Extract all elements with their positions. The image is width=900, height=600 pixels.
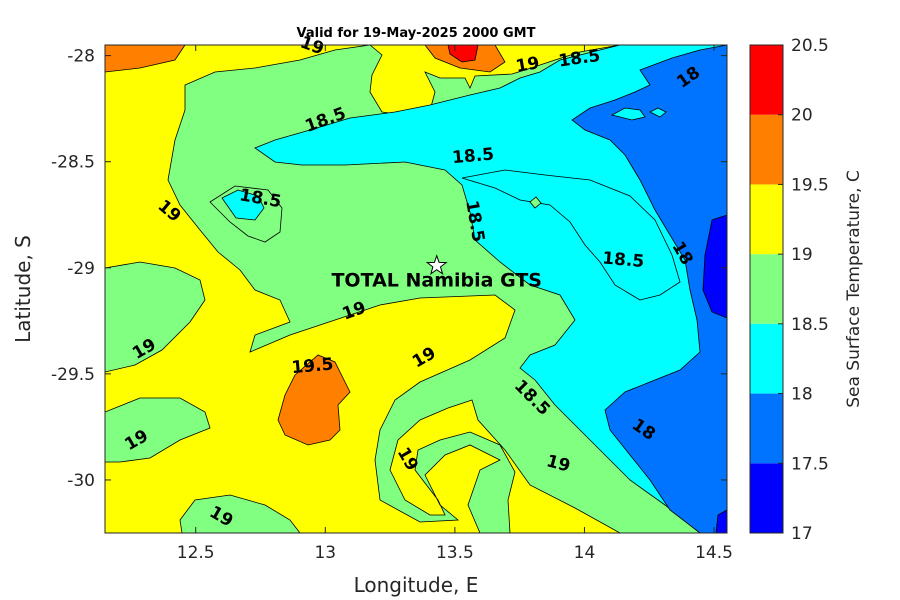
y-tick-label: -29	[67, 259, 95, 279]
colorbar-tick-label: 20.5	[791, 36, 829, 56]
sst-band-19.5-20-center	[277, 354, 351, 446]
colorbar-tick-label: 19	[791, 245, 813, 265]
colorbar-segment	[750, 463, 783, 533]
x-tick-label: 14	[574, 543, 596, 563]
sst-band-18.5-19-spot	[529, 196, 542, 209]
y-tick-label: -30	[67, 471, 95, 491]
star-icon	[425, 254, 448, 276]
colorbar-segment	[750, 393, 783, 464]
x-tick-label: 12.5	[177, 543, 215, 563]
y-tick-label: -29.5	[51, 365, 95, 385]
sst-band-17-17.5-southeast	[715, 509, 727, 533]
colorbar-segment	[750, 184, 783, 255]
y-tick-label: -28	[67, 47, 95, 67]
sst-band-17.5-18	[571, 45, 727, 533]
colorbar-tick-label: 17.5	[791, 454, 829, 474]
colorbar-label: Sea Surface Temperature, C	[844, 170, 864, 408]
sst-band-19.5-20-nw	[105, 45, 186, 73]
colorbar-tick-label: 19.5	[791, 175, 829, 195]
y-axis-label: Latitude, S	[11, 235, 35, 343]
sst-band-18-18.5-east-spot-2	[649, 107, 667, 118]
colorbar-frame	[749, 44, 784, 534]
chart-title: Valid for 19-May-2025 2000 GMT	[297, 26, 536, 41]
y-axis: -28 -28.5 -29 -29.5 -30	[51, 47, 727, 491]
x-tick-label: 13.5	[436, 543, 474, 563]
colorbar: 17 17.5 18 18.5 19 19.5 20 20.5	[749, 36, 829, 544]
colorbar-segment	[750, 114, 783, 185]
colorbar-segment	[750, 45, 783, 115]
sst-band-18.5-19-southwest	[105, 397, 211, 463]
sst-band-18.5-19-south	[179, 494, 301, 533]
sst-band-20-20.5-north	[447, 45, 479, 63]
sst-band-17-17.5-east	[702, 214, 727, 319]
x-tick-label: 13	[314, 543, 336, 563]
x-tick-label: 14.5	[695, 543, 733, 563]
colorbar-tick-label: 20	[791, 106, 813, 126]
colorbar-tick-label: 18	[791, 385, 813, 405]
x-axis: 12.5 13 13.5 14 14.5	[177, 45, 733, 563]
colorbar-segment	[750, 254, 783, 324]
colorbar-segment	[750, 323, 783, 394]
plot-frame	[104, 44, 728, 534]
colorbar-tick-label: 18.5	[791, 315, 829, 335]
contour-label: 19	[514, 53, 541, 77]
contour-label: 19.5	[291, 355, 335, 379]
y-tick-label: -28.5	[51, 153, 95, 173]
contour-label: 18.5	[451, 145, 495, 169]
sst-band-18-18.5-east-spot	[610, 107, 646, 121]
sst-band-18.5-19-west	[105, 261, 206, 373]
site-label: TOTAL Namibia GTS	[331, 270, 542, 292]
site-marker	[425, 254, 448, 276]
plot-area	[105, 45, 727, 533]
x-axis-label: Longitude, E	[354, 573, 479, 597]
colorbar-tick-label: 17	[791, 524, 813, 544]
sst-band-18-18.5-spot	[221, 189, 265, 221]
contour-label: 18.5	[601, 249, 645, 273]
